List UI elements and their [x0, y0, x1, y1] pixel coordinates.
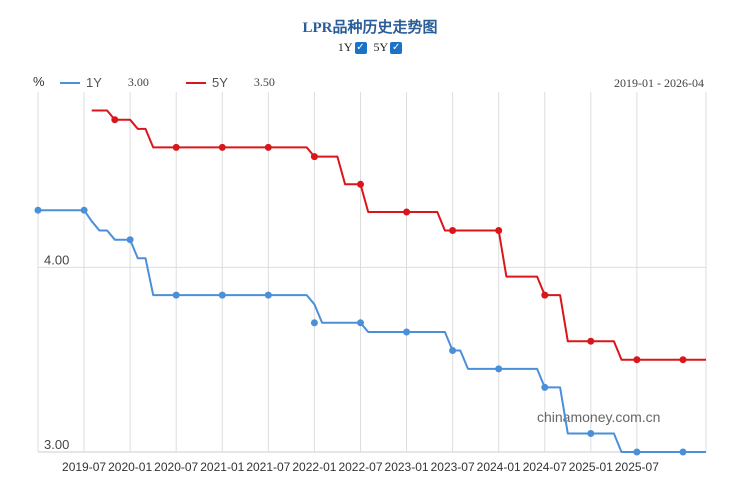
series-lines — [38, 109, 706, 453]
legend-5y-value: 3.50 — [253, 75, 275, 89]
legend-5y-swatch — [186, 81, 206, 84]
point-5y-12 — [679, 356, 687, 364]
point-1y-5 — [264, 291, 272, 299]
point-5y-4 — [310, 153, 318, 161]
chart-title: LPR品种历史走势图 — [302, 20, 438, 36]
x-axis-ticks: 2019-07 2020-01 2020-07 2021-01 2021-07 2022-… — [62, 460, 659, 474]
legend-item-1y[interactable]: 1Y 3.00 — [60, 75, 149, 90]
checkbox-5y-icon[interactable]: ✓ — [390, 41, 403, 54]
y-axis-ticks: 4.00 3.00 — [44, 252, 69, 452]
x-tick-label-1: 2020-01 — [108, 460, 152, 474]
x-tick-label-9: 2024-01 — [477, 460, 521, 474]
series-toggles: 1Y ✓ 5Y ✓ — [0, 40, 740, 55]
point-1y-6 — [310, 319, 318, 327]
point-5y-5 — [357, 180, 364, 188]
date-range: 2019-01 - 2026-04 — [614, 76, 704, 90]
grid-lines — [37, 92, 707, 453]
point-1y-10 — [495, 365, 503, 373]
x-tick-label-5: 2022-01 — [292, 460, 336, 474]
legend-1y-value: 3.00 — [127, 75, 149, 89]
point-5y-0 — [111, 116, 119, 124]
point-1y-11 — [541, 383, 549, 391]
x-tick-label-2: 2020-07 — [154, 460, 198, 474]
x-tick-label-3: 2021-01 — [200, 460, 244, 474]
point-1y-9 — [449, 347, 457, 354]
x-tick-label-0: 2019-07 — [62, 460, 106, 474]
point-1y-13 — [633, 448, 641, 456]
y-unit-label: % — [33, 74, 45, 89]
point-1y-7 — [357, 319, 364, 327]
point-5y-6 — [403, 208, 411, 216]
point-5y-11 — [633, 356, 641, 364]
point-1y-0 — [34, 206, 42, 214]
legend-item-5y[interactable]: 5Y 3.50 — [186, 75, 275, 90]
x-tick-label-10: 2024-07 — [523, 460, 567, 474]
point-1y-1 — [80, 206, 88, 214]
point-1y-2 — [126, 236, 134, 244]
point-5y-7 — [449, 227, 457, 234]
legend-1y-swatch — [60, 81, 80, 84]
point-1y-12 — [587, 430, 595, 437]
series-line-5y — [91, 109, 706, 361]
point-5y-8 — [495, 227, 503, 234]
x-tick-label-7: 2023-01 — [385, 460, 429, 474]
point-5y-9 — [541, 291, 549, 299]
point-1y-14 — [679, 448, 687, 456]
point-1y-4 — [218, 291, 226, 299]
legend-5y-name: 5Y — [212, 75, 228, 90]
toggle-5y[interactable]: 5Y ✓ — [374, 40, 403, 55]
legend-1y-name: 1Y — [86, 75, 102, 90]
toggle-1y-label: 1Y — [337, 40, 353, 54]
point-5y-1 — [172, 143, 180, 151]
y-tick-label-1: 3.00 — [44, 437, 69, 452]
x-tick-label-11: 2025-01 — [569, 460, 613, 474]
toggle-5y-label: 5Y — [373, 40, 389, 54]
series-markers — [34, 116, 687, 456]
point-5y-2 — [218, 143, 226, 151]
x-tick-label-8: 2023-07 — [431, 460, 475, 474]
x-tick-label-6: 2022-07 — [338, 460, 382, 474]
point-1y-8 — [403, 328, 411, 336]
point-5y-3 — [264, 143, 272, 151]
watermark: chinamoney.com.cn — [537, 409, 660, 425]
point-5y-10 — [587, 337, 595, 345]
x-tick-label-4: 2021-07 — [246, 460, 290, 474]
toggle-1y[interactable]: 1Y ✓ — [338, 40, 367, 55]
y-tick-label-0: 4.00 — [44, 252, 69, 267]
x-tick-label-12: 2025-07 — [615, 460, 659, 474]
point-1y-3 — [172, 291, 180, 299]
checkbox-1y-icon[interactable]: ✓ — [354, 41, 367, 54]
